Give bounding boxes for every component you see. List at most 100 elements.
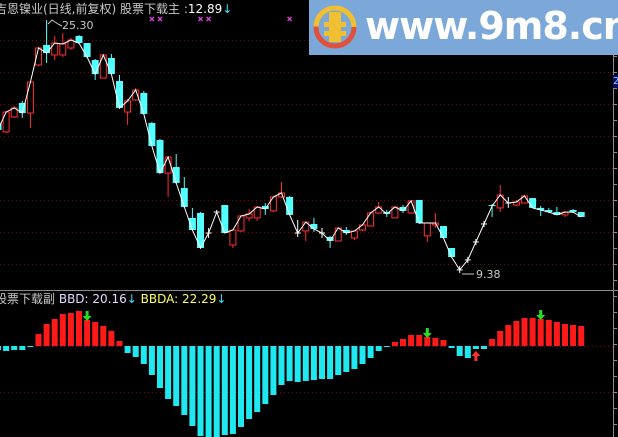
high-price-label: 25.30 xyxy=(62,19,94,32)
candle-body-up xyxy=(2,111,10,133)
candle-body-down xyxy=(172,167,180,183)
main-indicator-value: 12.89 xyxy=(187,2,223,16)
candle-body-down xyxy=(326,237,334,241)
bbd-bar xyxy=(310,346,317,380)
candle-body-down xyxy=(286,196,294,215)
high-pointer xyxy=(47,19,63,27)
sell-arrow-icon xyxy=(422,328,432,338)
bbd-bar xyxy=(319,346,325,379)
candle-body-down xyxy=(140,92,148,114)
candle-body-up xyxy=(375,206,383,214)
sub-panel-header: 股票下载副 BBD: 20.16↓ BBDA: 22.29↓ xyxy=(0,292,226,306)
bbd-bar xyxy=(513,321,520,346)
x-marker-icon xyxy=(149,16,155,22)
markers xyxy=(149,16,293,22)
candlesticks xyxy=(0,20,585,274)
bbd-bar xyxy=(27,346,34,347)
x-marker-icon xyxy=(157,16,163,22)
candle-body-down xyxy=(116,81,123,108)
x-marker-icon xyxy=(198,16,203,22)
bbd-bar xyxy=(43,324,50,346)
bbd-bar xyxy=(383,346,390,347)
candle-body-up xyxy=(59,43,67,56)
candle-body-up xyxy=(269,196,277,212)
sell-arrow-icon xyxy=(536,310,546,320)
bbd-bar xyxy=(278,346,285,385)
bbd-bar xyxy=(302,346,309,381)
bbd-bar xyxy=(416,335,423,346)
price-line xyxy=(0,39,582,271)
candle-body-down xyxy=(188,217,196,231)
candle-body-down xyxy=(221,205,229,234)
x-marker-icon xyxy=(206,16,212,22)
candle-body-down xyxy=(529,198,537,208)
bbd-value: 20.16 xyxy=(92,292,127,306)
bbd-bar xyxy=(165,346,172,399)
bbd-bar xyxy=(221,346,228,435)
bbd-bar xyxy=(197,346,204,436)
candle-body-up xyxy=(26,81,34,114)
bbd-label: BBD: xyxy=(58,292,89,306)
bbd-bar xyxy=(116,341,123,346)
candle-body-down xyxy=(43,44,51,54)
signal-arrows xyxy=(82,310,546,361)
bbd-bar xyxy=(213,346,220,437)
bbd-bar xyxy=(408,335,415,346)
bbd-bar xyxy=(181,346,188,415)
bbd-bar xyxy=(505,325,512,346)
bbd-bar xyxy=(343,346,350,372)
bbd-bar xyxy=(545,320,552,346)
bbd-bar xyxy=(3,346,10,351)
bbd-bar xyxy=(189,346,196,426)
candle-body-up xyxy=(229,229,237,246)
candle-body-down xyxy=(0,123,2,131)
bbd-bar xyxy=(481,346,487,349)
bbd-bar xyxy=(521,318,528,346)
bbd-bar xyxy=(270,346,277,395)
bbd-bar xyxy=(173,346,180,406)
candle-body-down xyxy=(577,212,585,217)
bbd-bar xyxy=(157,346,163,388)
candle-body-down xyxy=(261,206,269,210)
low-price-label: 9.38 xyxy=(476,268,501,281)
bbd-bar xyxy=(286,346,293,381)
bbd-bar xyxy=(35,334,42,346)
bbda-label: BBDA: xyxy=(140,292,179,306)
bbd-bar xyxy=(84,320,91,346)
bbd-bar xyxy=(497,331,504,346)
bbd-bar xyxy=(570,325,577,346)
watermark-text: www.9m8.cn xyxy=(365,4,618,48)
bbd-bar xyxy=(59,314,66,346)
bbd-bar xyxy=(400,339,406,346)
bbd-bar xyxy=(448,346,455,348)
bbd-bar xyxy=(246,346,253,419)
candle-body-up xyxy=(334,227,342,242)
bbd-bar xyxy=(432,338,439,346)
bbda-value: 22.29 xyxy=(182,292,217,306)
watermark-banner: www.9m8.cn xyxy=(309,0,618,55)
bbd-bar xyxy=(0,346,1,350)
bbd-bar xyxy=(51,319,58,346)
candle-body-down xyxy=(342,230,350,234)
candle-body-down xyxy=(83,43,91,58)
bbd-bar xyxy=(205,346,212,437)
bbd-bar xyxy=(327,346,334,379)
bbd-bar xyxy=(140,346,147,364)
candle-body-up xyxy=(51,42,59,56)
bbd-bar xyxy=(464,346,471,358)
bbd-bars xyxy=(0,311,585,437)
candle-body-up xyxy=(359,224,366,231)
bbd-bar xyxy=(335,346,342,375)
bbd-bar xyxy=(238,346,244,427)
bbd-bar xyxy=(472,346,479,349)
bbd-bar xyxy=(76,311,82,346)
bbd-bar xyxy=(92,322,99,346)
sell-arrow-icon xyxy=(82,311,92,321)
bbd-bar xyxy=(100,326,107,346)
bbd-bar xyxy=(359,346,366,364)
bbd-bar xyxy=(262,346,269,404)
buy-arrow-icon xyxy=(471,351,481,361)
x-marker-icon xyxy=(287,16,293,22)
